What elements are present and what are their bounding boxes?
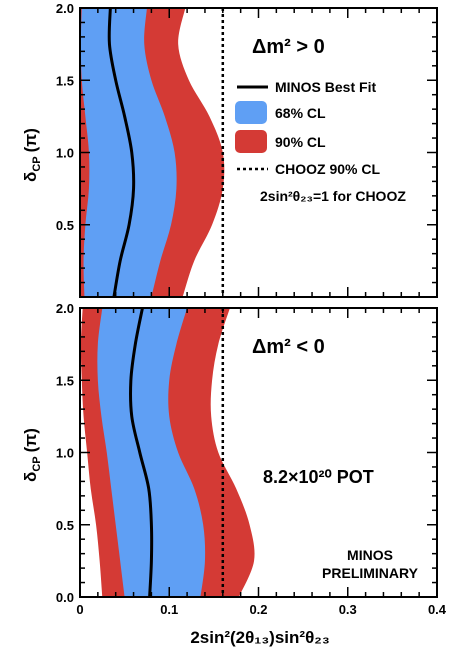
svg-text:δCP(π): δCP(π) — [21, 428, 43, 482]
x-tick-label: 0.1 — [160, 602, 178, 617]
panel-normal-hierarchy: 0.5 1.0 1.5 2.0 Δm² > 0 MINOS Best Fit 68% … — [21, 1, 438, 298]
panel-title: Δm² < 0 — [252, 336, 325, 358]
y-axis-title: δCP(π) — [21, 428, 43, 482]
x-tick-label: 0.2 — [249, 602, 267, 617]
y-tick-label: 1.0 — [56, 446, 74, 461]
axis-ticks — [79, 307, 438, 598]
y-tick-label: 1.5 — [56, 73, 74, 88]
axis-ticks — [79, 7, 438, 298]
legend-chooz-note: 2sin²θ₂₃=1 for CHOOZ — [260, 188, 406, 204]
panel-inverted-hierarchy: 0.0 0.5 1.0 1.5 2.0 0 0.1 0.2 0.3 0.4 Δm² < 0 8.… — [21, 301, 447, 647]
x-tick-labels: 0 0.1 0.2 0.3 0.4 — [76, 602, 446, 617]
y-tick-label: 0.0 — [56, 590, 74, 605]
minos-label: MINOS — [347, 547, 393, 563]
cl68-region — [80, 8, 177, 297]
legend: MINOS Best Fit 68% CL 90% CL CHOOZ 90% C… — [235, 79, 406, 204]
x-tick-label: 0 — [76, 602, 83, 617]
legend-cl90-label: 90% CL — [275, 134, 326, 150]
preliminary-label: PRELIMINARY — [322, 565, 419, 581]
legend-best-fit-label: MINOS Best Fit — [275, 79, 376, 95]
y-tick-labels: 0.0 0.5 1.0 1.5 2.0 — [56, 301, 74, 605]
legend-cl90-swatch — [235, 130, 267, 153]
panel-title: Δm² > 0 — [252, 36, 325, 58]
legend-cl68-label: 68% CL — [275, 105, 326, 121]
y-tick-label: 2.0 — [56, 301, 74, 316]
svg-text:δCP(π): δCP(π) — [21, 128, 43, 182]
best-fit-curve — [129, 308, 154, 597]
legend-chooz-label: CHOOZ 90% CL — [275, 161, 380, 177]
y-tick-label: 0.5 — [56, 218, 74, 233]
y-tick-label: 2.0 — [56, 1, 74, 16]
y-axis-title: δCP(π) — [21, 128, 43, 182]
y-tick-label: 1.0 — [56, 146, 74, 161]
cl68-region — [97, 308, 206, 597]
y-tick-label: 1.5 — [56, 373, 74, 388]
y-tick-label: 0.5 — [56, 518, 74, 533]
y-tick-labels: 0.5 1.0 1.5 2.0 — [56, 1, 74, 233]
best-fit-curve — [107, 8, 136, 297]
legend-cl68-swatch — [235, 101, 267, 124]
x-tick-label: 0.4 — [428, 602, 447, 617]
x-axis-title: 2sin²(2θ₁₃)sin²θ₂₃ — [190, 628, 329, 647]
x-tick-label: 0.3 — [339, 602, 357, 617]
pot-annotation: 8.2×10²⁰ POT — [263, 467, 374, 487]
